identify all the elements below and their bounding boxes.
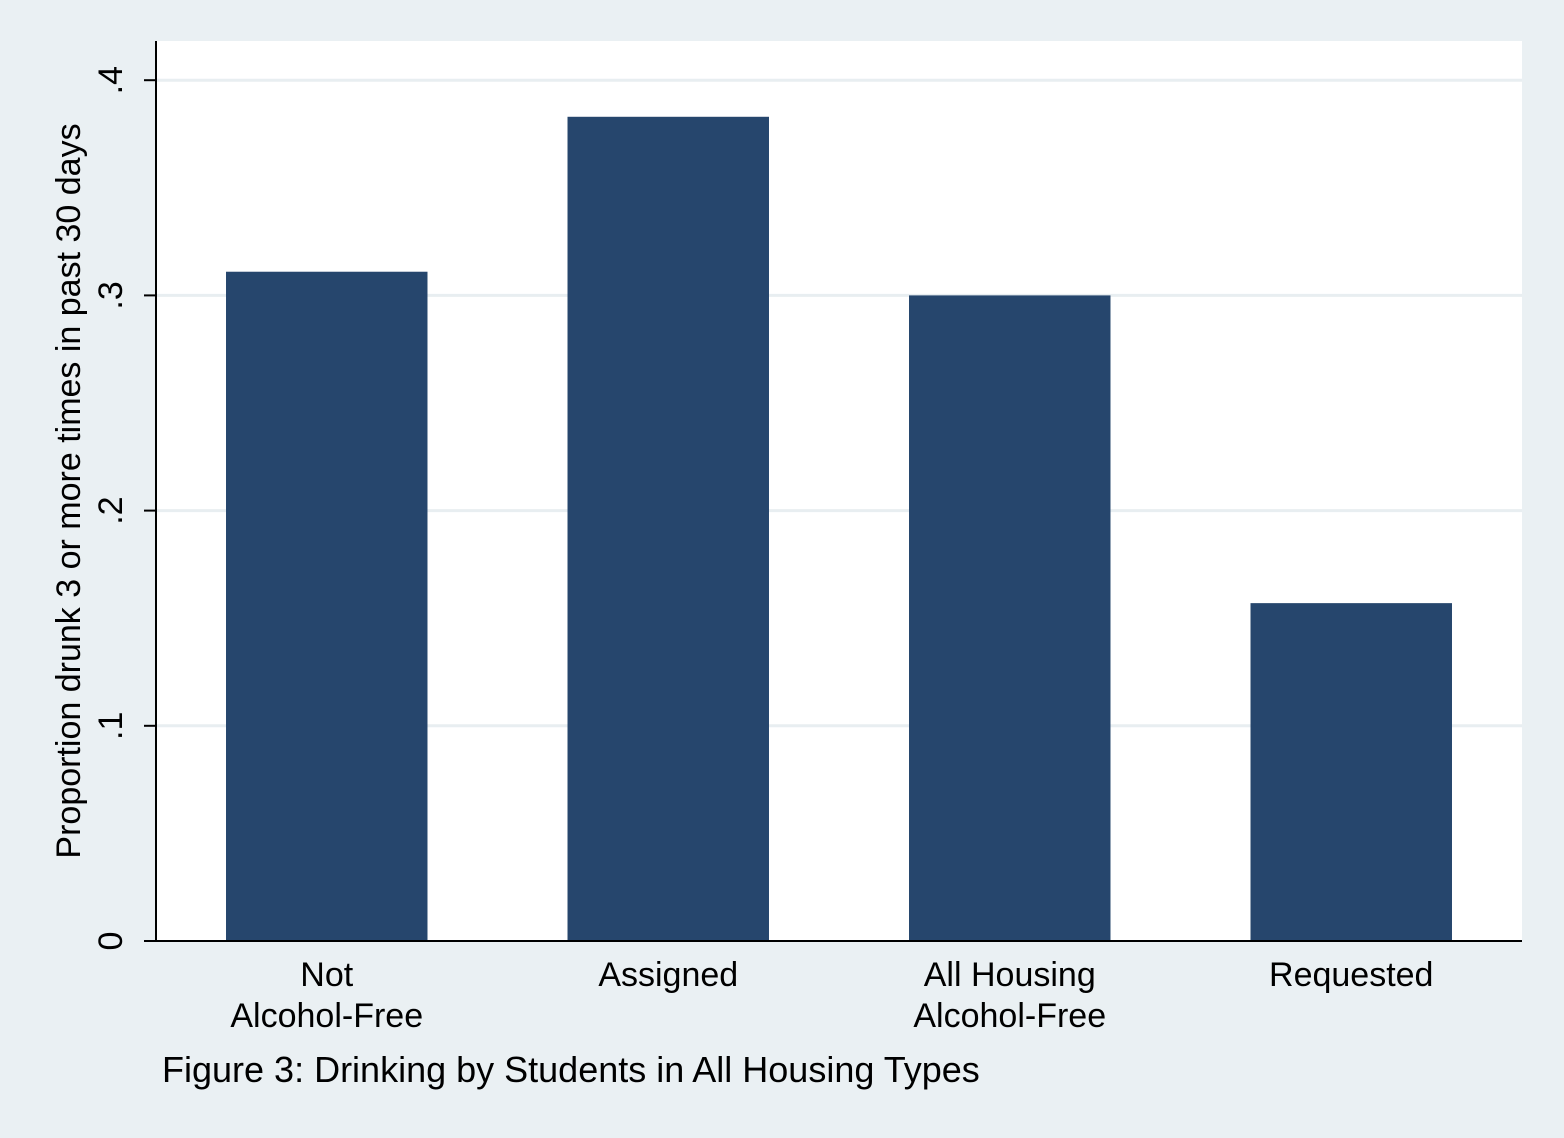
x-tick-label-line: Alcohol-Free	[913, 997, 1106, 1035]
y-tick-label: 0	[92, 932, 130, 951]
x-tick-label-line: Requested	[1269, 956, 1433, 994]
y-tick-label: .4	[92, 66, 130, 94]
x-tick-label: All Housing Alcohol-Free	[913, 956, 1106, 1035]
bar	[226, 271, 428, 941]
x-tick-label-line: All Housing	[924, 956, 1096, 994]
x-tick-label: Not Alcohol-Free	[230, 956, 423, 1035]
y-ticks: 0 .1 .2 .3 .4	[92, 66, 156, 950]
x-tick-label-line: Not	[300, 956, 353, 994]
x-tick-label: Requested	[1269, 956, 1433, 994]
y-axis-label: Proportion drunk 3 or more times in past…	[50, 123, 88, 858]
y-tick-label: .1	[92, 712, 130, 740]
x-tick-label-line: Assigned	[598, 956, 738, 994]
x-tick-label-line: Alcohol-Free	[230, 997, 423, 1035]
y-tick-label: .2	[92, 496, 130, 524]
y-tick-label: .3	[92, 281, 130, 309]
bar	[567, 116, 769, 941]
x-tick-label: Assigned	[598, 956, 738, 994]
bars	[226, 116, 1452, 941]
axes	[155, 41, 1522, 942]
bar	[909, 295, 1111, 941]
bar	[1250, 603, 1452, 941]
figure-caption: Figure 3: Drinking by Students in All Ho…	[162, 1049, 980, 1090]
